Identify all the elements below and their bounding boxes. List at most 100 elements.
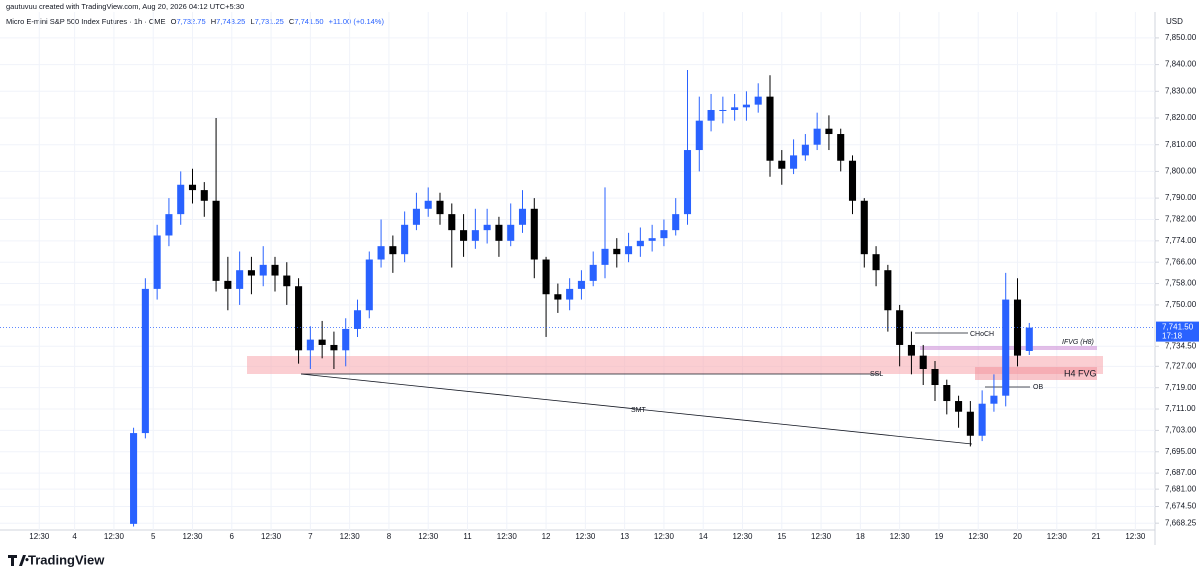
candle-body: [978, 403, 986, 436]
candle-body: [695, 120, 703, 151]
logo-icon: [8, 555, 29, 566]
brand: TradingView: [8, 552, 105, 567]
candle-body: [919, 355, 927, 369]
x-tick-label: 12:30: [890, 532, 911, 541]
x-tick-label: 14: [699, 532, 708, 541]
candle-body: [625, 246, 633, 255]
x-tick-label: 12:30: [29, 532, 50, 541]
x-tick-label: 12:30: [1047, 532, 1068, 541]
y-tick-label: 7,695.00: [1165, 447, 1197, 456]
x-tick-label: 21: [1092, 532, 1101, 541]
candle-body: [660, 230, 668, 239]
candle-body: [460, 230, 468, 241]
x-tick-label: 12:30: [261, 532, 282, 541]
open-label: O: [171, 17, 177, 26]
candle-body: [931, 368, 939, 386]
candle-body: [742, 104, 750, 108]
y-tick-label: 7,830.00: [1165, 86, 1197, 95]
symbol: Micro E-mini S&P 500 Index Futures · 1h …: [6, 17, 166, 26]
candle-body: [530, 208, 538, 260]
candle-body: [295, 286, 303, 351]
x-tick-label: 12:30: [811, 532, 832, 541]
legend: Micro E-mini S&P 500 Index Futures · 1h …: [6, 17, 384, 26]
y-tick-label: 7,840.00: [1165, 60, 1197, 69]
candle-body: [436, 200, 444, 215]
countdown: 17:18: [1162, 332, 1183, 341]
x-tick-label: 12:30: [968, 532, 989, 541]
candle-body: [283, 275, 291, 287]
y-tick-label: 7,681.00: [1165, 484, 1197, 493]
y-tick-label: 7,810.00: [1165, 140, 1197, 149]
x-tick-label: 8: [387, 532, 392, 541]
candle-body: [247, 270, 255, 276]
close-value: 7,741.50: [294, 17, 323, 26]
candle-body: [141, 288, 149, 434]
y-tick-label: 7,750.00: [1165, 300, 1197, 309]
x-tick-label: 4: [72, 532, 77, 541]
y-tick-label: 7,758.00: [1165, 279, 1197, 288]
candle-body: [636, 240, 644, 247]
candle-body: [577, 280, 585, 289]
candle-body: [424, 200, 432, 209]
x-tick-label: 19: [934, 532, 943, 541]
high-label: H: [211, 17, 216, 26]
candle-body: [860, 200, 868, 255]
candle-body: [471, 230, 479, 241]
currency: USD: [1166, 17, 1183, 26]
candle-body: [177, 184, 185, 215]
candle-body: [707, 109, 715, 121]
candle-body: [224, 280, 232, 289]
smt-label: SMT: [631, 407, 647, 414]
candles: [130, 69, 1033, 527]
candle-body: [589, 264, 597, 281]
candle-body: [1025, 327, 1033, 351]
smt-line: [300, 373, 973, 445]
x-tick-label: 12:30: [497, 532, 518, 541]
candle-body: [731, 107, 739, 110]
candle-body: [848, 160, 857, 201]
x-tick-label: 12:30: [340, 532, 361, 541]
candle-body: [377, 246, 385, 260]
x-tick-label: 12:30: [654, 532, 675, 541]
candle-body: [766, 96, 774, 161]
y-tick-label: 7,782.00: [1165, 215, 1197, 224]
y-tick-label: 7,800.00: [1165, 167, 1197, 176]
candle-body: [790, 155, 798, 169]
candle-body: [342, 328, 350, 351]
candle-body: [943, 385, 951, 402]
candle-body: [165, 214, 173, 236]
candle-body: [648, 238, 656, 241]
candle-body: [188, 184, 197, 191]
candle-body: [566, 288, 574, 300]
x-tick-label: 12:30: [575, 532, 596, 541]
candle-body: [389, 246, 397, 255]
h4-fvg-label: H4 FVG: [1064, 368, 1097, 378]
x-tick-label: 12:30: [732, 532, 753, 541]
x-tick-label: 11: [463, 532, 472, 541]
candle-body: [813, 128, 821, 145]
x-tick-label: 18: [856, 532, 865, 541]
candle-body: [130, 433, 138, 524]
y-tick-label: 7,774.00: [1165, 236, 1197, 245]
candle-body: [306, 339, 314, 351]
candle-body: [542, 259, 550, 295]
low-label: L: [250, 17, 254, 26]
brand-name: TradingView: [28, 552, 105, 567]
x-tick-label: 12:30: [182, 532, 203, 541]
candle-body: [1002, 299, 1010, 396]
candle-body: [353, 310, 362, 329]
ifvg-label: IFVG (H8): [1062, 339, 1094, 346]
candle-body: [896, 310, 904, 345]
candle-body: [801, 144, 809, 156]
x-tick-label: 6: [230, 532, 235, 541]
candle-body: [318, 339, 326, 345]
candle-body: [507, 224, 515, 241]
candle-body: [330, 344, 338, 351]
candle-body: [271, 264, 279, 276]
ssl-label: SSL: [870, 371, 883, 378]
candle-body: [778, 160, 786, 169]
candle-body: [825, 128, 833, 135]
candle-body: [554, 294, 562, 300]
candle-body: [683, 150, 692, 215]
